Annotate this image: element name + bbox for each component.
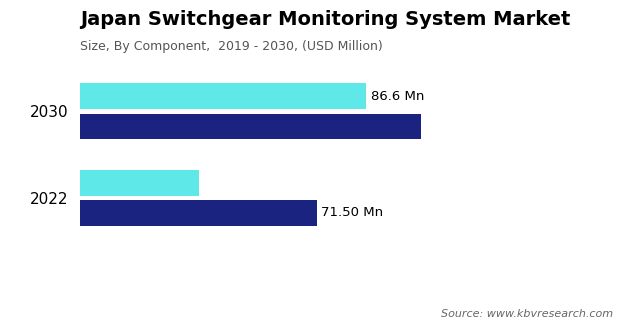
Bar: [80, 200, 316, 226]
Text: Source: www.kbvresearch.com: Source: www.kbvresearch.com: [441, 309, 613, 319]
Text: Size, By Component,  2019 - 2030, (USD Million): Size, By Component, 2019 - 2030, (USD Mi…: [80, 40, 383, 53]
Text: 71.50 Mn: 71.50 Mn: [321, 206, 384, 219]
Text: 86.6 Mn: 86.6 Mn: [371, 90, 425, 103]
Legend: Software, Hardware: Software, Hardware: [110, 317, 329, 322]
Bar: [80, 114, 420, 139]
Bar: [80, 83, 366, 109]
Text: Japan Switchgear Monitoring System Market: Japan Switchgear Monitoring System Marke…: [80, 10, 571, 29]
Bar: [80, 170, 199, 195]
